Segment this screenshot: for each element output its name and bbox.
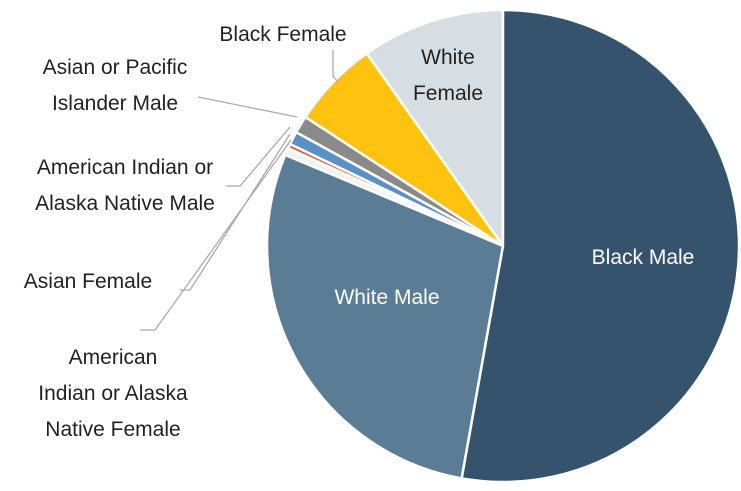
pie-slice: [364, 8, 505, 250]
leader-line: [197, 96, 298, 118]
slice-label: White Male: [334, 286, 440, 309]
slice-label: Asian Female: [23, 270, 153, 293]
pie-slice: [265, 153, 505, 480]
slice-label: Black Female: [219, 23, 347, 46]
slice-label: American Indian or Alaska Native Female: [38, 346, 188, 441]
slice-label: Asian or Pacific Islander Male: [42, 56, 188, 115]
leader-line: [140, 139, 292, 331]
slice-label: White Female: [412, 46, 484, 105]
pie-slice: [460, 8, 741, 484]
slice-label: Black Male: [591, 246, 695, 269]
leader-line: [332, 50, 339, 83]
slice-label: American Indian or Alaska Native Male: [35, 156, 215, 215]
leader-line: [226, 126, 291, 187]
